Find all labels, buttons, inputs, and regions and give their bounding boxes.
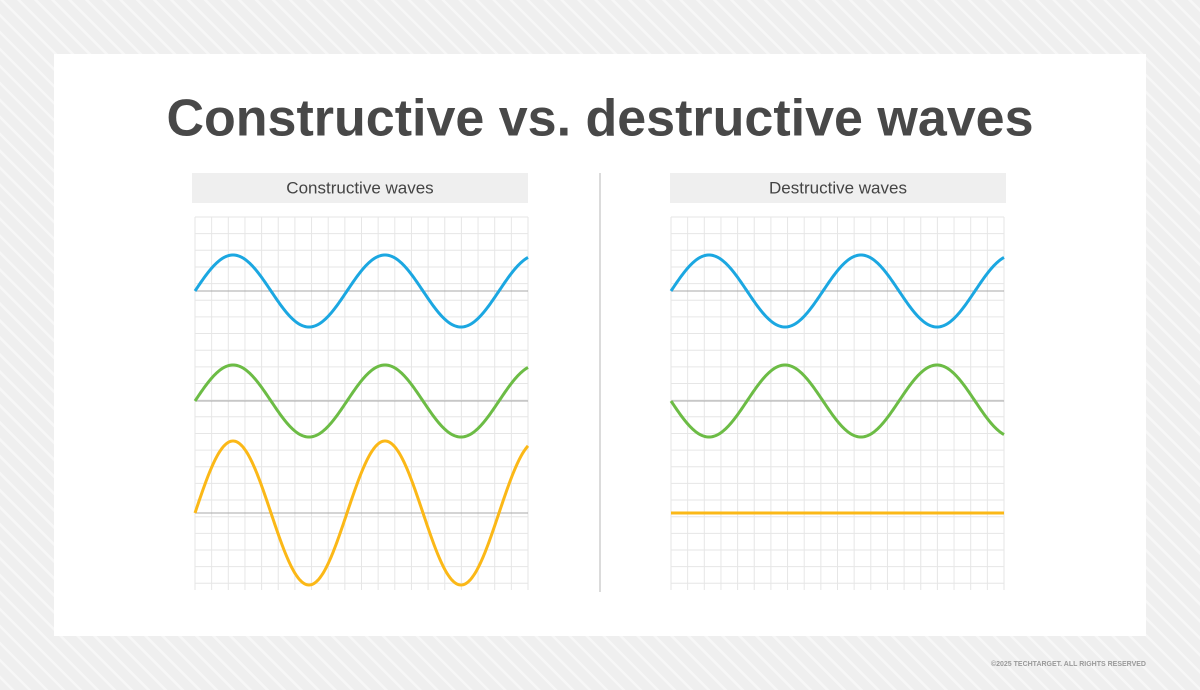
panel-label: Destructive waves <box>769 178 907 197</box>
wave <box>669 253 1005 329</box>
panel-label: Constructive waves <box>286 178 433 197</box>
wave <box>193 253 529 329</box>
panel-header <box>192 173 528 203</box>
title: Constructive vs. destructive waves <box>166 90 1033 148</box>
wave <box>193 439 530 587</box>
wave <box>669 363 1005 439</box>
plots <box>193 216 1005 590</box>
wave <box>193 363 529 439</box>
copyright: ©2025 TECHTARGET. ALL RIGHTS RESERVED <box>991 660 1146 668</box>
panel-header <box>670 173 1006 203</box>
